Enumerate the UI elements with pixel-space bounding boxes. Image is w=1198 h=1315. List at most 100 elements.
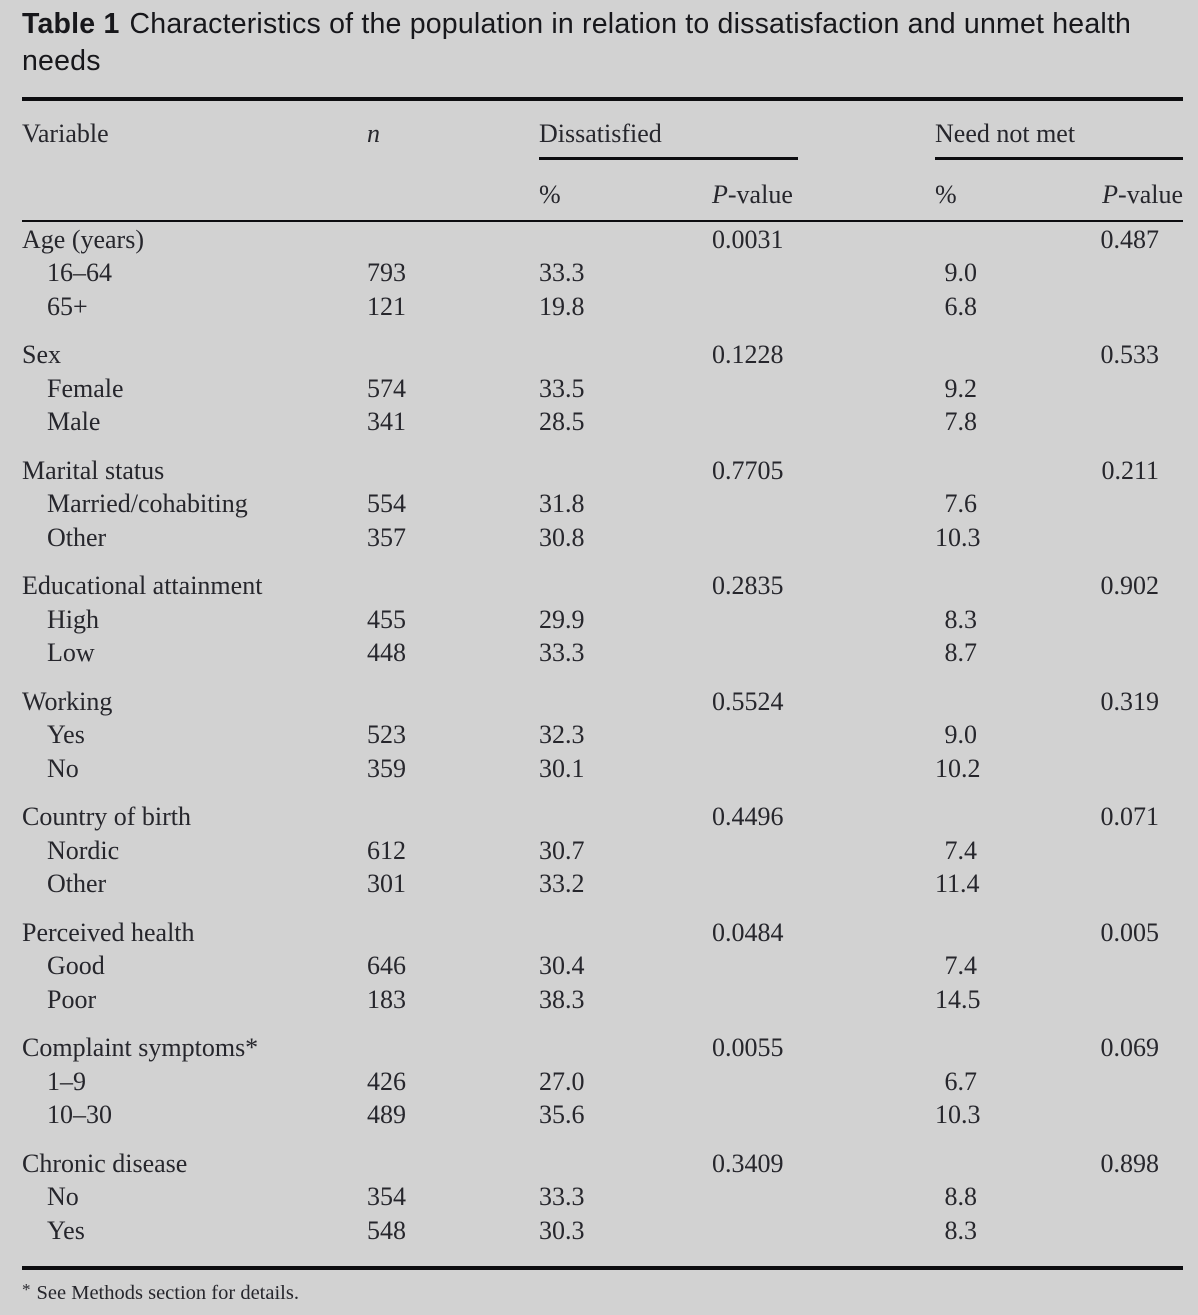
- header-row-measures: % P-value % P-value: [22, 160, 1183, 220]
- n-value: 426: [367, 1066, 406, 1096]
- pct-need-cell: 8.8: [935, 1182, 1100, 1212]
- variable-label: Perceived health: [22, 917, 195, 947]
- pct-need-value: 11.4: [935, 869, 980, 899]
- group-header-row: Sex 0.1228 0.533: [22, 339, 1183, 373]
- pct-need-value: 7.4: [944, 835, 978, 865]
- pvalue-need-cell: 0.069: [1100, 1033, 1183, 1063]
- variable-group: Complaint symptoms* 0.0055 0.069 1–9 426…: [22, 1032, 1183, 1133]
- pct-dissatisfied-value: 29.9: [539, 604, 585, 634]
- pct-need-cell: 7.6: [935, 489, 1100, 519]
- pct-need-value: 9.0: [944, 720, 978, 750]
- pvalue-need-cell: 0.319: [1100, 687, 1183, 717]
- pct-dissatisfied-value: 33.2: [539, 869, 585, 899]
- group-underline-row: [22, 157, 1183, 160]
- header-bottom-rule: [22, 220, 1183, 222]
- pvalue-dissatisfied: 0.5524: [712, 686, 784, 716]
- pvalue-need-cell: 0.071: [1100, 802, 1183, 832]
- pvalue-need: 0.898: [1100, 1148, 1160, 1178]
- pct-need-value: 8.3: [944, 604, 978, 634]
- pct-dissatisfied-value: 30.4: [539, 951, 585, 981]
- pct-need-value: 10.3: [935, 522, 981, 552]
- n-value: 574: [367, 373, 406, 403]
- pvalue-rest: -value: [1118, 180, 1183, 209]
- pct-dissatisfied-value: 32.3: [539, 720, 585, 750]
- n-value: 301: [367, 869, 406, 899]
- n-value: 448: [367, 638, 406, 668]
- pvalue-dissatisfied: 0.0055: [712, 1033, 784, 1063]
- pvalue-dissatisfied: 0.7705: [712, 455, 784, 485]
- group-header-row: Chronic disease 0.3409 0.898: [22, 1147, 1183, 1181]
- footnote-asterisk: *: [22, 1279, 31, 1299]
- pvalue-dissatisfied: 0.3409: [712, 1148, 784, 1178]
- dissatisfied-underline: [539, 157, 798, 160]
- pvalue-need-cell: 0.898: [1100, 1149, 1183, 1179]
- footnote-text: See Methods section for details.: [36, 1281, 299, 1304]
- variable-label: Working: [22, 686, 113, 716]
- pct-dissatisfied-value: 33.3: [539, 1182, 585, 1212]
- category-label: 65+: [47, 291, 88, 321]
- variable-label: Educational attainment: [22, 571, 263, 601]
- pct-need-cell: 7.4: [935, 951, 1100, 981]
- pct-need-value: 8.3: [944, 1215, 978, 1245]
- pct-dissatisfied-value: 33.3: [539, 638, 585, 668]
- pvalue-dissatisfied: 0.0484: [712, 917, 784, 947]
- pvalue-need-cell: 0.211: [1100, 456, 1183, 486]
- pvalue-need: 0.069: [1100, 1033, 1160, 1063]
- variable-group: Educational attainment 0.2835 0.902 High…: [22, 570, 1183, 671]
- table-row: 16–64 793 33.3 9.0: [22, 257, 1183, 291]
- pct-need-value: 7.8: [944, 407, 978, 437]
- pct-dissatisfied-value: 30.3: [539, 1215, 585, 1245]
- table-row: Other 301 33.2 11.4: [22, 868, 1183, 902]
- n-value: 341: [367, 407, 406, 437]
- pct-dissatisfied-value: 30.7: [539, 835, 585, 865]
- col-group-dissatisfied: Dissatisfied: [539, 119, 662, 148]
- col-header-variable: Variable: [22, 119, 109, 148]
- group-header-row: Working 0.5524 0.319: [22, 685, 1183, 719]
- pct-need-cell: 6.7: [935, 1067, 1100, 1097]
- table-row: Male 341 28.5 7.8: [22, 406, 1183, 440]
- n-value: 646: [367, 951, 406, 981]
- pct-need-value: 6.8: [944, 291, 978, 321]
- category-label: Other: [47, 869, 107, 899]
- pct-need-cell: 6.8: [935, 292, 1100, 322]
- n-value: 489: [367, 1100, 406, 1130]
- category-label: 16–64: [47, 258, 112, 288]
- pct-dissatisfied-value: 33.5: [539, 373, 585, 403]
- table-row: High 455 29.9 8.3: [22, 603, 1183, 637]
- pvalue-p-italic: P: [1102, 180, 1119, 209]
- variable-group: Country of birth 0.4496 0.071 Nordic 612…: [22, 801, 1183, 902]
- variable-label: Age (years): [22, 224, 144, 254]
- pct-need-value: 7.6: [944, 489, 978, 519]
- pct-need-value: 8.8: [944, 1182, 978, 1212]
- n-value: 354: [367, 1182, 406, 1212]
- pvalue-dissatisfied: 0.2835: [712, 571, 784, 601]
- variable-label: Sex: [22, 340, 61, 370]
- table-row: Married/cohabiting 554 31.8 7.6: [22, 488, 1183, 522]
- pct-dissatisfied-value: 27.0: [539, 1066, 585, 1096]
- variable-group: Age (years) 0.0031 0.487 16–64 793 33.3 …: [22, 223, 1183, 324]
- pvalue-dissatisfied: 0.0031: [712, 224, 784, 254]
- variable-label: Marital status: [22, 455, 165, 485]
- pvalue-need: 0.319: [1100, 686, 1160, 716]
- variable-label: Country of birth: [22, 802, 191, 832]
- category-label: Yes: [47, 1215, 85, 1245]
- table-row: No 354 33.3 8.8: [22, 1181, 1183, 1215]
- pct-dissatisfied-value: 35.6: [539, 1100, 585, 1130]
- pvalue-need: 0.533: [1100, 340, 1160, 370]
- pct-need-cell: 8.3: [935, 1216, 1100, 1246]
- pct-need-cell: 9.0: [935, 720, 1100, 750]
- col-header-pvalue-need: P-value: [1100, 180, 1183, 210]
- pct-need-value: 14.5: [935, 984, 981, 1014]
- category-label: No: [47, 753, 79, 783]
- pct-dissatisfied-value: 19.8: [539, 291, 585, 321]
- table-title-text: Characteristics of the population in rel…: [22, 8, 1132, 77]
- n-value: 548: [367, 1215, 406, 1245]
- category-label: 10–30: [47, 1100, 112, 1130]
- pct-need-cell: 8.7: [935, 638, 1100, 668]
- pct-need-value: 7.4: [944, 951, 978, 981]
- pvalue-need: 0.071: [1100, 802, 1160, 832]
- category-label: 1–9: [47, 1066, 86, 1096]
- table-row: No 359 30.1 10.2: [22, 752, 1183, 786]
- table-row: Nordic 612 30.7 7.4: [22, 834, 1183, 868]
